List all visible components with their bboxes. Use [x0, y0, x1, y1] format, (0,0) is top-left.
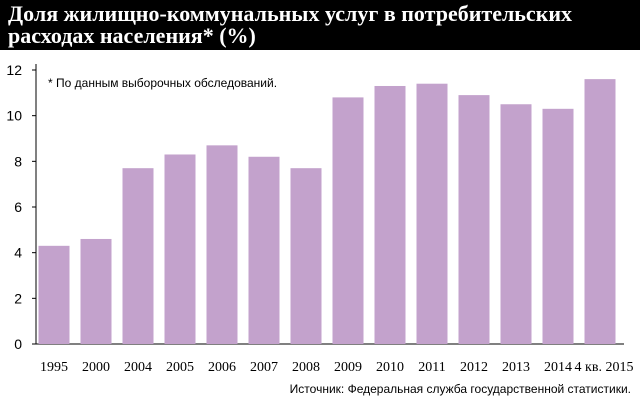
y-tick-label: 10	[6, 108, 22, 124]
x-tick-label: 2005	[166, 360, 194, 375]
x-tick-label: 2006	[208, 360, 236, 375]
x-tick-label: 2014	[544, 360, 572, 375]
footnote: * По данным выборочных обследований.	[48, 76, 277, 90]
bar	[80, 238, 112, 344]
x-tick-label: 2004	[124, 360, 152, 375]
bar	[248, 156, 280, 344]
x-tick-label: 2012	[460, 360, 488, 375]
x-tick-label: 2009	[334, 360, 362, 375]
y-tick-label: 2	[14, 290, 22, 306]
x-tick-label: 1995	[40, 360, 68, 375]
bar	[206, 145, 238, 344]
source-note: Источник: Федеральная служба государстве…	[290, 382, 631, 396]
bar	[164, 154, 196, 344]
bar	[458, 95, 490, 344]
x-tick-label: 2008	[292, 360, 320, 375]
bar	[122, 168, 154, 344]
bar	[38, 245, 70, 344]
y-tick-label: 6	[14, 199, 22, 215]
y-tick-label: 0	[14, 336, 22, 352]
bar	[332, 97, 364, 345]
x-tick-label: 2010	[376, 360, 404, 375]
x-tick-label: 2011	[418, 360, 445, 375]
chart-title: Доля жилищно-коммунальных услуг в потреб…	[0, 0, 640, 50]
y-tick-label: 12	[6, 62, 22, 78]
x-tick-label: 4 кв. 2015	[575, 360, 634, 375]
bar	[584, 79, 616, 344]
bar	[290, 168, 322, 344]
y-tick-label: 4	[14, 245, 22, 261]
bar	[500, 104, 532, 344]
x-tick-label: 2000	[82, 360, 110, 375]
y-tick-label: 8	[14, 153, 22, 169]
plot-area: 0 2 4 6 8 10 12 1995 2000 2004 2005 2006 2007 2008 200…	[6, 62, 633, 375]
bar	[542, 108, 574, 344]
bar-chart: 0 2 4 6 8 10 12 1995 2000 2004 2005 2006 2007 2008 200…	[6, 62, 633, 396]
bar	[374, 85, 406, 344]
x-tick-label: 2013	[502, 360, 530, 375]
bar	[416, 83, 448, 344]
x-tick-label: 2007	[250, 360, 278, 375]
